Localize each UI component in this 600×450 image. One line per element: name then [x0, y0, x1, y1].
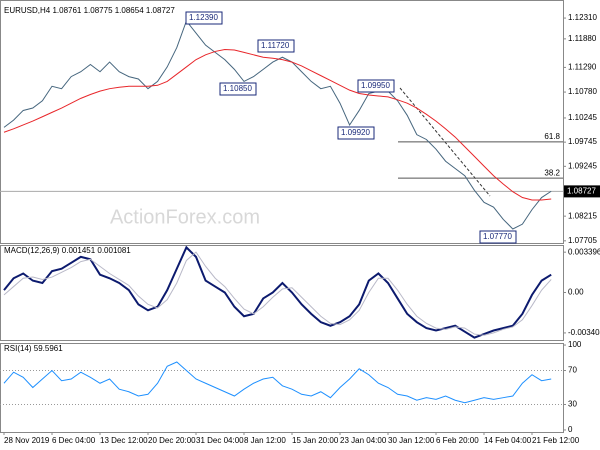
macd-frame: [0, 245, 564, 341]
y-tick-label: 1.08215: [568, 211, 597, 220]
fib-label: 61.8: [544, 132, 560, 141]
x-tick-label: 30 Jan 12:00: [388, 436, 435, 445]
x-tick-label: 28 Nov 2019: [4, 436, 50, 445]
y-tick-label: 1.07705: [568, 236, 597, 245]
annotation-box: [357, 79, 395, 93]
series-line: [3, 251, 552, 336]
series-line: [3, 49, 552, 201]
rsi-frame: [0, 343, 564, 433]
annotation-box: [185, 11, 223, 25]
annotation: 1.11720: [261, 41, 290, 50]
annotation: 1.09920: [341, 128, 370, 137]
panel-title: MACD(12,26,9) 0.001451 0.001081: [4, 246, 131, 255]
series-line: [3, 19, 552, 230]
x-tick-label: 6 Dec 04:00: [52, 436, 96, 445]
current-price-label: 1.08727: [567, 186, 596, 195]
annotation: 1.07770: [483, 232, 512, 241]
y-tick-label: 1.09245: [568, 161, 597, 170]
x-tick-label: 20 Dec 20:00: [148, 436, 196, 445]
y-tick-label: -0.003404: [568, 328, 600, 337]
x-tick-label: 15 Jan 20:00: [292, 436, 339, 445]
y-tick-label: 100: [568, 340, 582, 349]
y-tick-label: 70: [568, 366, 577, 375]
annotation-box: [479, 230, 517, 244]
x-tick-label: 21 Feb 12:00: [532, 436, 580, 445]
annotation: 1.10850: [223, 84, 252, 93]
y-tick-label: 1.12310: [568, 13, 597, 22]
series-line: [3, 245, 552, 339]
annotation: 1.09950: [361, 81, 390, 90]
x-tick-label: 14 Feb 04:00: [484, 436, 532, 445]
y-tick-label: 1.10780: [568, 87, 597, 96]
x-tick-label: 13 Dec 12:00: [100, 436, 148, 445]
watermark: ActionForex.com: [110, 206, 260, 228]
current-price-box: [564, 185, 600, 198]
annotation-box: [219, 82, 257, 96]
y-tick-label: 0.00: [568, 288, 584, 297]
x-tick-label: 23 Jan 04:00: [340, 436, 387, 445]
x-tick-label: 6 Feb 20:00: [436, 436, 479, 445]
y-tick-label: 0.003396: [568, 247, 600, 256]
y-tick-label: 30: [568, 400, 577, 409]
annotation-box: [257, 39, 295, 53]
series-line: [3, 361, 552, 404]
panel-title: RSI(14) 59.5961: [4, 344, 63, 353]
y-tick-label: 1.11880: [568, 34, 597, 43]
price-frame: [0, 0, 564, 244]
panel-title: EURUSD,H4 1.08761 1.08775 1.08654 1.0872…: [4, 6, 175, 15]
y-tick-label: 1.09745: [568, 137, 597, 146]
fib-label: 38.2: [544, 168, 560, 177]
y-tick-label: 0: [568, 425, 573, 434]
x-tick-label: 8 Jan 12:00: [244, 436, 286, 445]
annotation: 1.12390: [189, 13, 218, 22]
y-tick-label: 1.10245: [568, 113, 597, 122]
annotation-box: [337, 126, 375, 140]
x-tick-label: 31 Dec 04:00: [196, 436, 244, 445]
y-tick-label: 1.11290: [568, 63, 597, 72]
